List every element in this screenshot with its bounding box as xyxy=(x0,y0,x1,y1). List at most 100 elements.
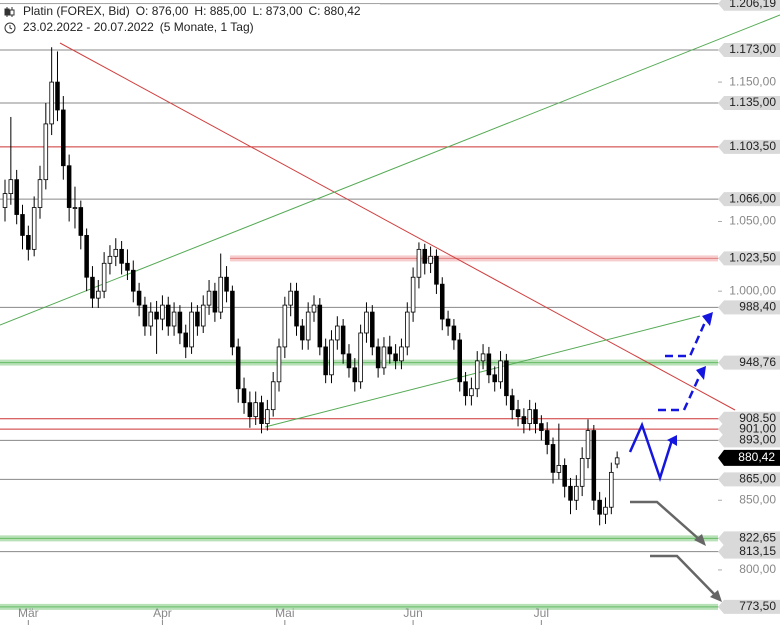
y-tick-label: 850,00 xyxy=(739,492,776,506)
candle-body xyxy=(568,485,573,501)
candle-body xyxy=(276,346,282,383)
candle-body xyxy=(370,311,375,348)
level-label: 1.023,50 xyxy=(729,251,776,265)
candle-body xyxy=(26,235,31,250)
candle-body xyxy=(603,506,608,515)
header-line: Platin (FOREX, Bid) O: 876,00 H: 885,00 L: … xyxy=(23,4,361,18)
level-label-box xyxy=(718,43,780,58)
candle-body xyxy=(358,332,363,383)
candle-body xyxy=(55,81,60,111)
candle-body xyxy=(218,276,223,313)
candle-body xyxy=(37,179,43,208)
candle-body xyxy=(410,276,416,313)
level-label: 901,00 xyxy=(739,421,776,435)
y-tick-label: 1.150,00 xyxy=(729,74,776,88)
level-label: 948,76 xyxy=(739,355,776,369)
level-label-box xyxy=(718,139,780,154)
level-label-box xyxy=(718,251,780,266)
candle-body xyxy=(136,290,142,306)
candle-body xyxy=(165,304,171,327)
candle-body xyxy=(66,165,72,208)
candle-body xyxy=(521,416,527,424)
candle-body xyxy=(171,311,177,327)
level-label-box xyxy=(718,0,780,11)
candle-body xyxy=(101,262,107,292)
candle-body xyxy=(282,304,288,348)
y-tick-label: 800,00 xyxy=(739,562,776,576)
level-label: 813,15 xyxy=(739,544,776,558)
candle-body xyxy=(142,304,148,327)
candle-body xyxy=(96,290,101,299)
candle-body xyxy=(335,325,340,341)
candle-body xyxy=(113,248,119,257)
x-tick-label: Mär xyxy=(18,606,39,620)
candle-body xyxy=(212,290,218,313)
candle-body xyxy=(457,339,463,383)
clock-icon xyxy=(4,22,16,34)
candle-body xyxy=(393,353,398,362)
candle-body xyxy=(463,381,468,397)
candle-body xyxy=(533,409,538,424)
blue-arrow xyxy=(665,319,708,358)
candle-body xyxy=(527,409,532,424)
gray-arrow xyxy=(650,554,717,597)
candle-body xyxy=(375,346,381,369)
arrow-head xyxy=(696,366,706,380)
candle-body xyxy=(125,262,130,271)
candle-body xyxy=(61,109,66,167)
instrument: Platin (FOREX, Bid) xyxy=(23,4,130,18)
candle-body xyxy=(434,255,439,285)
candle-body xyxy=(230,290,235,348)
candle-body xyxy=(329,339,334,376)
x-tick-label: Apr xyxy=(153,606,172,620)
x-tick-label: Jul xyxy=(534,606,549,620)
candle-body xyxy=(428,255,433,264)
candle-body xyxy=(585,430,591,459)
level-label: 1.173,00 xyxy=(729,42,776,56)
level-label-box xyxy=(718,355,780,370)
candle-body xyxy=(346,353,352,369)
candle-body xyxy=(78,207,84,236)
candle-body xyxy=(340,325,346,355)
level-label: 773,50 xyxy=(739,599,776,613)
candle-body xyxy=(509,395,515,411)
candle-body xyxy=(492,374,497,383)
level-label: 865,00 xyxy=(739,472,776,486)
blue-arrow xyxy=(658,374,702,412)
candle-body xyxy=(480,353,486,362)
level-label-box xyxy=(718,544,780,559)
candle-body xyxy=(72,207,78,209)
candle-body xyxy=(131,269,136,292)
candle-body xyxy=(399,346,404,362)
candle-body xyxy=(562,465,567,487)
candle-body xyxy=(8,179,14,195)
trend-line xyxy=(264,315,701,428)
level-label: 1.135,00 xyxy=(729,95,776,109)
arrow-head xyxy=(710,590,722,602)
candle-body xyxy=(200,304,206,327)
candle-body xyxy=(486,353,492,376)
candle-body xyxy=(49,81,54,125)
candle-body xyxy=(119,248,124,264)
candle-body xyxy=(43,123,49,181)
candle-body xyxy=(498,360,503,383)
candle-body xyxy=(300,325,305,341)
candle-body xyxy=(90,276,95,299)
candle-body xyxy=(323,346,328,376)
header: Platin (FOREX, Bid) O: 876,00 H: 885,00 L: … xyxy=(0,4,380,38)
candle-body xyxy=(597,499,602,515)
candle-body xyxy=(2,193,8,208)
candle-body xyxy=(154,311,159,320)
candle-body xyxy=(381,346,387,369)
candle-body xyxy=(556,465,562,473)
arrow-head xyxy=(702,312,713,326)
trend-line xyxy=(0,14,780,326)
level-label-box xyxy=(718,300,780,315)
candle-body xyxy=(387,346,393,355)
candle-body xyxy=(574,485,579,501)
y-tick-label: 1.050,00 xyxy=(729,214,776,228)
candle-body xyxy=(305,311,311,341)
candle-body xyxy=(160,304,165,320)
candle-body xyxy=(224,276,229,292)
